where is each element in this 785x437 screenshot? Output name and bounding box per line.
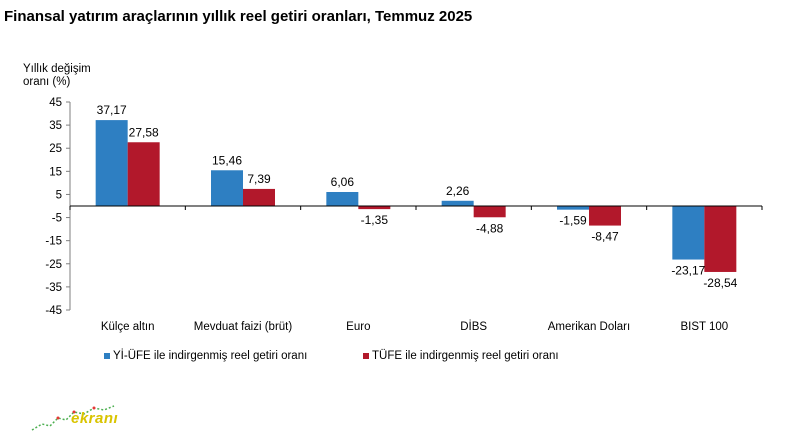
- bar-series2-2: [358, 206, 391, 210]
- bar-series1-5: [672, 206, 705, 260]
- y-axis: 45 35 25 15 5 -5 -15 -25 -35 -45: [45, 97, 71, 317]
- y-tick-label: -35: [45, 282, 62, 294]
- legend-label-series1: Yİ-ÜFE ile indirgenmiş reel getiri oranı: [113, 349, 307, 362]
- y-tick-label: -45: [45, 305, 62, 317]
- y-tick-label: 15: [49, 166, 62, 178]
- category-label: Külçe altın: [101, 321, 155, 333]
- data-label: 7,39: [247, 172, 271, 186]
- bar-series2-1: [243, 188, 275, 206]
- y-tick-label: -5: [52, 213, 62, 225]
- data-label: 2,26: [446, 184, 470, 198]
- chart-title: Finansal yatırım araçlarının yıllık reel…: [4, 8, 473, 25]
- data-label: 15,46: [212, 153, 242, 167]
- data-label: -4,88: [476, 221, 504, 235]
- bar-series2-4: [589, 206, 621, 226]
- category-label: Mevduat faizi (brüt): [194, 321, 293, 333]
- legend-swatch-series1: [104, 353, 110, 359]
- legend: Yİ-ÜFE ile indirgenmiş reel getiri oranı…: [104, 349, 559, 362]
- bar-series1-3: [441, 200, 474, 206]
- bar-series1-4: [557, 206, 589, 210]
- category-label: DİBS: [460, 320, 487, 333]
- x-axis: Külçe altın Mevduat faizi (brüt) Euro DİBS A…: [69, 205, 763, 333]
- data-label: 37,17: [97, 103, 127, 117]
- y-tick-label: 5: [56, 189, 62, 201]
- bar-series2-3: [473, 206, 506, 218]
- data-label: -23,17: [671, 264, 705, 278]
- y-tick-label: -25: [45, 259, 62, 271]
- bar-series1-2: [326, 191, 359, 206]
- data-label: -8,47: [591, 230, 619, 244]
- bar-series2-0: [127, 142, 160, 206]
- y-axis-title-line: oranı (%): [23, 76, 70, 88]
- y-tick-label: 35: [49, 120, 62, 132]
- data-label: 27,58: [129, 125, 159, 139]
- legend-swatch-series2: [363, 353, 369, 359]
- category-label: Amerikan Doları: [548, 321, 630, 333]
- y-tick-label: -15: [45, 236, 62, 248]
- y-axis-title-line: Yıllık değişim: [23, 63, 91, 75]
- data-label: 6,06: [331, 175, 355, 189]
- data-label: -1,59: [559, 214, 587, 228]
- logo-text: ekranı: [71, 410, 119, 427]
- bar-series1-1: [211, 170, 243, 206]
- data-label: -1,35: [361, 213, 389, 227]
- data-label: -28,54: [703, 276, 737, 290]
- bars: [95, 120, 737, 272]
- category-label: Euro: [346, 321, 370, 333]
- bar-series1-0: [95, 120, 128, 206]
- category-label: BIST 100: [680, 321, 728, 333]
- y-tick-label: 45: [49, 97, 62, 109]
- bar-series2-5: [704, 206, 737, 272]
- logo-graph-icon: [31, 405, 115, 431]
- ekrani-logo: ekranı: [28, 402, 138, 432]
- y-tick-label: 25: [49, 143, 62, 155]
- legend-label-series2: TÜFE ile indirgenmiş reel getiri oranı: [372, 350, 559, 362]
